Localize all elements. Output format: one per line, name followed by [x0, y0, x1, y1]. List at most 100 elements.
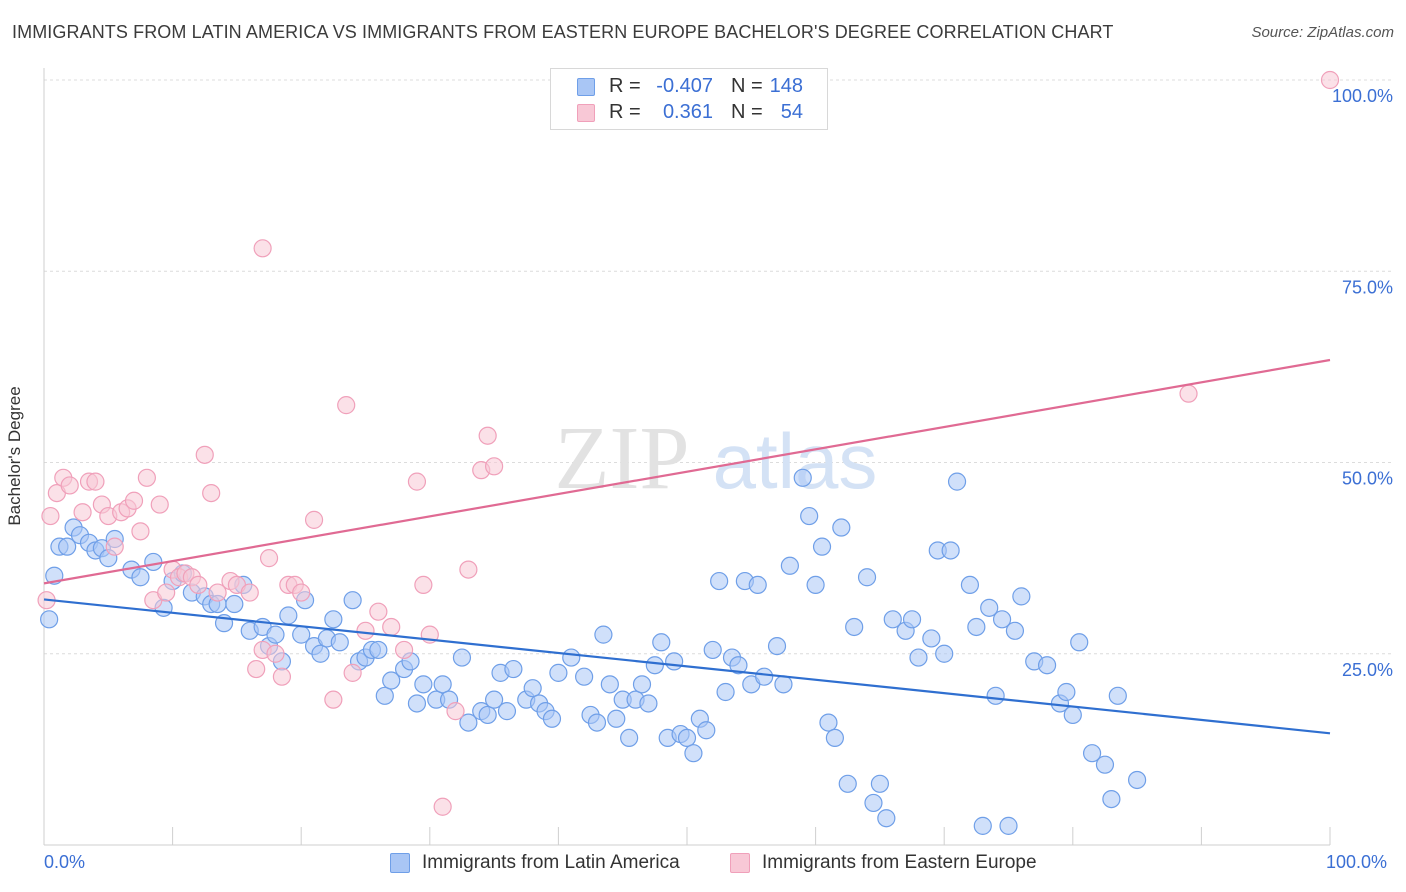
data-point — [1037, 656, 1057, 675]
data-point — [459, 560, 478, 579]
data-point — [716, 682, 735, 702]
data-point — [459, 713, 478, 732]
data-point — [883, 610, 902, 629]
data-point — [755, 667, 774, 686]
data-point — [542, 709, 562, 728]
data-point — [369, 640, 388, 660]
data-point — [947, 472, 967, 491]
data-point — [864, 793, 883, 813]
gridlines — [44, 79, 1392, 655]
data-point — [382, 617, 401, 637]
data-point — [369, 602, 388, 621]
data-point — [105, 537, 124, 556]
data-point — [131, 568, 150, 587]
legend-label-latin-america: Immigrants from Latin America — [422, 852, 680, 873]
data-point — [330, 633, 349, 652]
data-point — [478, 426, 497, 445]
data-point — [414, 575, 433, 595]
data-point — [697, 721, 716, 740]
data-point — [941, 541, 960, 560]
data-point — [1102, 789, 1121, 809]
data-point — [986, 686, 1005, 705]
trend-lines — [43, 358, 1331, 735]
data-point — [806, 575, 825, 595]
data-point — [497, 702, 517, 721]
data-point — [992, 610, 1012, 629]
data-point — [86, 472, 105, 491]
data-point — [292, 583, 311, 602]
data-point — [703, 640, 722, 660]
data-point — [504, 659, 523, 679]
data-point — [620, 728, 639, 748]
data-point — [549, 663, 568, 682]
watermark: ZIP atlas — [555, 409, 878, 508]
data-point — [1005, 621, 1025, 640]
data-point — [729, 656, 748, 675]
data-point — [272, 667, 292, 686]
data-point — [1108, 686, 1127, 705]
data-point — [478, 705, 497, 725]
data-point — [607, 709, 626, 728]
data-point — [253, 239, 272, 258]
data-point — [73, 503, 92, 522]
data-point — [343, 663, 362, 682]
legend-n-value: 148 — [769, 75, 803, 97]
trend-line-eastern-europe — [43, 358, 1331, 585]
data-point — [1063, 705, 1082, 725]
y-tick-label: 25.0% — [1342, 660, 1393, 680]
watermark-zip: ZIP — [555, 409, 690, 508]
legend-item-eastern-europe: Immigrants from Eastern Europe — [730, 852, 1037, 874]
legend-r-value: -0.407 — [656, 75, 713, 97]
data-point — [324, 610, 343, 629]
data-point — [652, 633, 671, 652]
axes — [43, 68, 1331, 846]
data-point — [870, 774, 890, 793]
data-point — [311, 644, 330, 663]
legend-swatch-eastern-europe — [730, 853, 750, 873]
data-point — [819, 713, 838, 732]
legend-swatch-latin-america — [577, 78, 595, 96]
data-point — [279, 606, 298, 625]
legend-r-label: R = — [609, 75, 641, 97]
data-point — [1127, 770, 1147, 790]
data-point — [414, 675, 433, 694]
data-point — [150, 495, 169, 514]
data-point — [902, 610, 922, 629]
data-point — [40, 610, 59, 629]
data-point — [684, 744, 703, 763]
data-point — [202, 484, 221, 503]
data-point — [382, 671, 401, 690]
legend-label-eastern-europe: Immigrants from Eastern Europe — [762, 852, 1037, 873]
data-point — [433, 675, 452, 694]
data-point — [259, 549, 279, 568]
data-point — [407, 472, 427, 491]
data-point — [394, 640, 414, 660]
series-eastern-europe-points — [37, 70, 1340, 816]
data-point — [575, 667, 594, 686]
legend-n-label: N = — [731, 101, 763, 123]
data-point — [247, 659, 266, 679]
x-tick-label-max: 100.0% — [1326, 852, 1388, 872]
data-point — [131, 522, 150, 541]
data-point — [774, 675, 793, 694]
data-point — [189, 575, 208, 595]
data-point — [240, 583, 259, 602]
data-point — [594, 625, 613, 644]
legend-n-value: 54 — [780, 101, 803, 123]
data-point — [600, 675, 619, 694]
data-point — [523, 679, 542, 698]
data-point — [433, 797, 452, 816]
data-point — [838, 774, 857, 793]
data-point — [144, 552, 163, 572]
data-point — [780, 556, 799, 575]
data-point — [812, 537, 832, 556]
data-point — [124, 491, 144, 510]
data-point — [1320, 70, 1340, 90]
data-point — [60, 476, 79, 495]
watermark-atlas: atlas — [713, 417, 878, 505]
x-tick-label-min: 0.0% — [44, 852, 86, 872]
data-point — [375, 686, 394, 705]
data-point — [1070, 633, 1089, 652]
data-point — [639, 694, 658, 713]
